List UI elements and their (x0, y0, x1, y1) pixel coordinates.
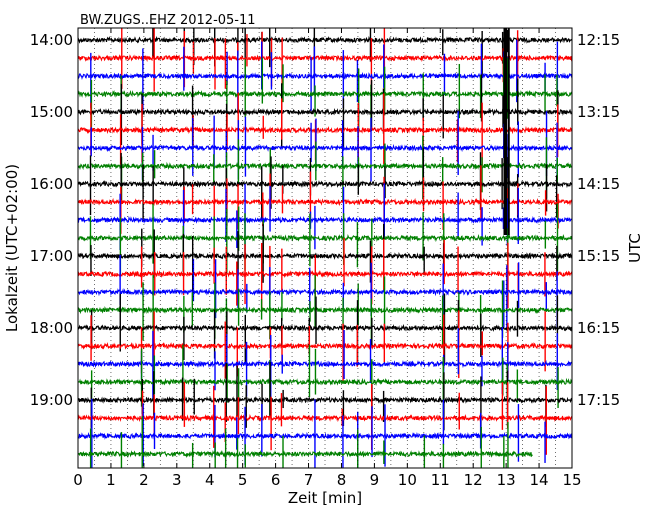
vertical-grid (94, 28, 556, 468)
x-tick-label: 3 (172, 471, 182, 489)
x-tick-label: 9 (370, 471, 380, 489)
y-tick-label-right: 17:15 (577, 391, 620, 409)
y-tick-label-right: 14:15 (577, 175, 620, 193)
x-tick-label: 1 (106, 471, 116, 489)
x-axis-label: Zeit [min] (288, 489, 362, 507)
trace-row-12-spikes (90, 223, 558, 293)
x-tick-label: 5 (238, 471, 248, 489)
y-axis-right-label: UTC (626, 233, 644, 263)
plot-frame (77, 27, 573, 469)
trace-row-23-spikes (89, 416, 509, 468)
y-axis-left-ticks: 14:00 15:00 16:00 17:00 18:00 19:00 (30, 31, 83, 409)
trace-row-0-spikes (152, 28, 509, 76)
x-tick-label: 6 (271, 471, 281, 489)
y-tick-label-right: 15:15 (577, 247, 620, 265)
chart-title: BW.ZUGS..EHZ 2012-05-11 (80, 13, 256, 28)
y-tick-label-left: 19:00 (30, 391, 73, 409)
y-tick-label-left: 18:00 (30, 319, 73, 337)
y-tick-label-right: 16:15 (577, 319, 620, 337)
x-tick-label: 13 (497, 471, 516, 489)
y-tick-label-right: 12:15 (577, 31, 620, 49)
x-tick-label: 7 (304, 471, 314, 489)
trace-row-1-spikes (121, 28, 519, 96)
y-tick-label-left: 15:00 (30, 103, 73, 121)
x-tick-label: 0 (73, 471, 83, 489)
trace-row-22-spikes (91, 398, 546, 468)
x-tick-label: 11 (431, 471, 450, 489)
x-tick-label: 14 (530, 471, 549, 489)
y-tick-label-right: 13:15 (577, 103, 620, 121)
y-tick-label-left: 17:00 (30, 247, 73, 265)
event-cluster (503, 28, 510, 235)
y-tick-label-left: 16:00 (30, 175, 73, 193)
trace-row-4 (77, 107, 573, 117)
x-axis-ticks: 0 1 2 3 4 5 6 7 8 9 10 11 12 13 14 15 (73, 28, 582, 489)
y-axis-left-label: Lokalzeit (UTC+02:00) (3, 164, 21, 332)
y-axis-right-ticks: 12:15 13:15 14:15 15:15 16:15 17:15 (567, 31, 620, 409)
trace-row-23 (77, 449, 533, 459)
x-tick-label: 15 (562, 471, 581, 489)
x-tick-label: 4 (205, 471, 215, 489)
trace-row-3 (77, 89, 573, 99)
trace-row-13 (77, 269, 573, 279)
trace-row-20 (77, 395, 573, 404)
trace-row-0 (77, 35, 573, 45)
x-tick-label: 2 (139, 471, 149, 489)
x-tick-label: 12 (464, 471, 483, 489)
y-tick-label-left: 14:00 (30, 31, 73, 49)
x-tick-label: 8 (337, 471, 347, 489)
x-tick-label: 10 (398, 471, 417, 489)
trace-row-2 (77, 71, 573, 81)
